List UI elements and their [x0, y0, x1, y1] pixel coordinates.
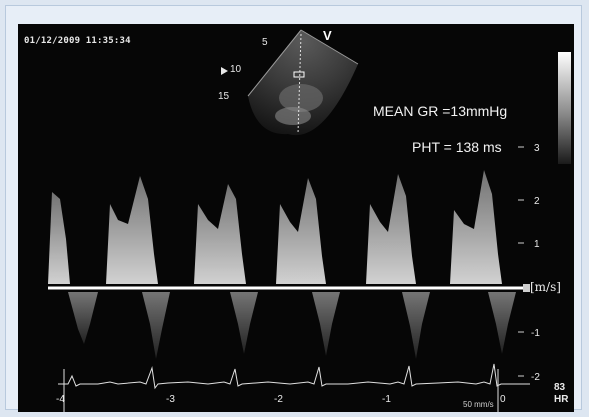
- velocity-tick-3: 3: [534, 143, 540, 154]
- velocity-tick-minus-1: -1: [531, 328, 540, 339]
- velocity-unit-label: [m/s]: [530, 280, 561, 294]
- time-tick-0: 0: [500, 394, 506, 405]
- velocity-tick-1: 1: [534, 239, 540, 250]
- heart-rate-label: HR: [554, 394, 569, 405]
- ultrasound-image: 5 10 15 3 2 1 -1 -2: [48, 29, 540, 412]
- echo-sector: [247, 29, 359, 136]
- time-tick-minus-4: -4: [56, 394, 65, 405]
- ecg-trace: [58, 363, 530, 390]
- baseline-marker: [523, 284, 530, 292]
- time-tick-minus-1: -1: [382, 394, 391, 405]
- depth-mark-15: 15: [218, 91, 230, 102]
- focus-marker-icon: [221, 67, 228, 75]
- time-tick-minus-3: -3: [166, 394, 175, 405]
- doppler-spectrum: [48, 170, 502, 284]
- depth-mark-10: 10: [230, 64, 242, 75]
- doppler-spectrum-reverse: [58, 292, 516, 359]
- probe-orientation-label: V: [323, 28, 332, 43]
- sweep-speed-label: 50 mm/s: [463, 400, 494, 409]
- timestamp: 01/12/2009 11:35:34: [24, 36, 131, 46]
- depth-mark-5: 5: [262, 37, 268, 48]
- doppler-screen: 01/12/2009 11:35:34: [18, 24, 574, 412]
- heart-rate-value: 83: [554, 382, 566, 393]
- pht-label: PHT = 138 ms: [412, 139, 502, 155]
- grayscale-bar: [558, 52, 571, 164]
- mean-gradient-label: MEAN GR =13mmHg: [373, 103, 508, 119]
- velocity-scale: [518, 146, 524, 377]
- velocity-tick-minus-2: -2: [531, 372, 540, 383]
- velocity-tick-2: 2: [534, 196, 540, 207]
- time-tick-minus-2: -2: [274, 394, 283, 405]
